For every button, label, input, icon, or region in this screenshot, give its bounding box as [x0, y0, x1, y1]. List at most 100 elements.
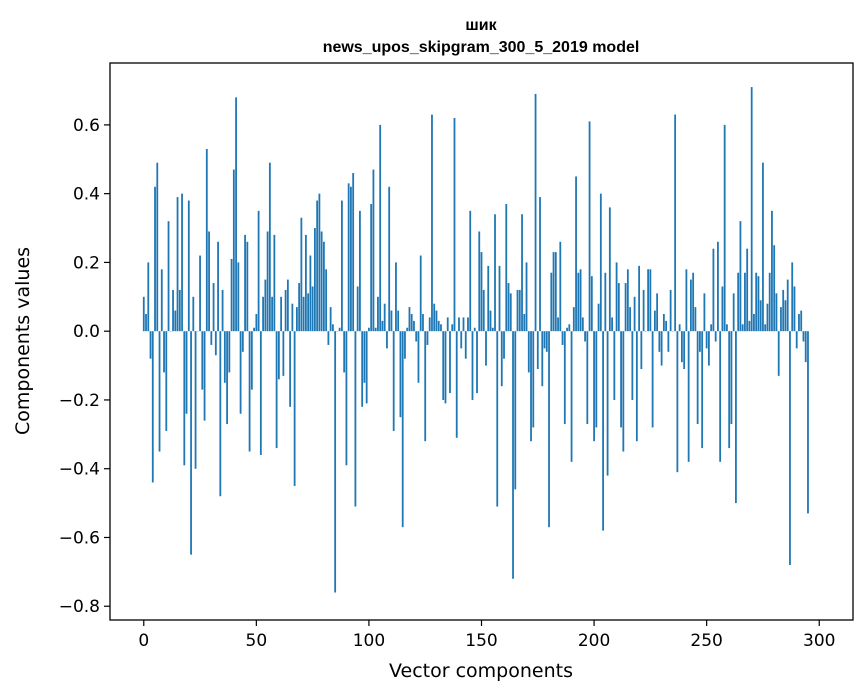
bar-284 — [782, 289, 785, 332]
bar-216 — [629, 307, 631, 332]
bar-211 — [617, 283, 620, 332]
bar-4 — [151, 331, 154, 483]
bar-169 — [523, 313, 526, 332]
bar-252 — [710, 324, 713, 332]
bar-146 — [471, 331, 474, 400]
bar-39 — [230, 258, 233, 332]
bar-189 — [568, 324, 571, 332]
bar-21 — [190, 331, 192, 555]
bar-20 — [187, 200, 190, 332]
y-tick-label: 0.0 — [73, 322, 100, 342]
bar-242 — [687, 331, 690, 462]
bar-15 — [176, 197, 179, 332]
y-axis: −0.8 −0.6 −0.4 −0.2 0.0 0.2 0.4 0.6 — [59, 116, 110, 617]
bar-28 — [205, 148, 208, 332]
bar-221 — [640, 331, 643, 370]
bar-85 — [334, 331, 337, 593]
bar-108 — [386, 331, 388, 349]
bar-150 — [480, 252, 483, 332]
bar-95 — [356, 286, 359, 332]
bar-156 — [494, 214, 496, 332]
bar-170 — [525, 262, 528, 332]
bar-57 — [271, 296, 274, 332]
bar-45 — [244, 234, 246, 332]
bar-8 — [160, 269, 163, 332]
bar-116 — [404, 331, 406, 359]
y-tick-label: 0.4 — [73, 185, 100, 205]
x-tick-label: 200 — [578, 631, 610, 651]
x-tick-label: 150 — [465, 631, 497, 651]
bar-220 — [638, 265, 641, 332]
bar-217 — [631, 331, 634, 400]
bar-293 — [802, 331, 805, 342]
bar-18 — [183, 331, 186, 466]
bar-164 — [512, 331, 514, 579]
bar-27 — [203, 331, 206, 421]
bar-100 — [368, 327, 370, 332]
bar-69 — [298, 283, 301, 332]
bar-54 — [264, 279, 267, 332]
bar-142 — [462, 317, 465, 332]
bar-151 — [482, 289, 485, 332]
bar-32 — [214, 331, 217, 356]
bar-236 — [674, 114, 677, 332]
bar-60 — [277, 331, 280, 380]
bar-210 — [615, 262, 618, 332]
bar-126 — [426, 331, 429, 345]
bar-102 — [372, 169, 375, 332]
bar-259 — [726, 324, 728, 332]
bar-36 — [223, 331, 226, 383]
bar-193 — [577, 272, 580, 332]
chart-title: шик — [465, 17, 497, 34]
bar-175 — [536, 331, 539, 370]
bar-171 — [527, 331, 530, 373]
bar-267 — [744, 272, 746, 332]
x-axis: 0 50 100 150 200 250 300 — [138, 620, 835, 651]
bar-19 — [185, 331, 188, 414]
bar-97 — [361, 331, 364, 407]
bar-226 — [651, 331, 654, 428]
bar-203 — [599, 193, 602, 332]
plot-frame — [109, 62, 854, 621]
bar-212 — [620, 331, 622, 428]
bar-140 — [458, 317, 460, 332]
bar-239 — [680, 331, 683, 363]
bar-207 — [608, 207, 611, 332]
bar-294 — [804, 331, 807, 363]
bar-291 — [798, 313, 800, 332]
bar-64 — [286, 279, 289, 332]
bar-91 — [347, 183, 350, 332]
bar-192 — [575, 176, 577, 332]
bar-13 — [172, 289, 174, 332]
bar-52 — [259, 331, 262, 455]
bar-82 — [327, 331, 330, 345]
bar-17 — [181, 193, 183, 332]
bar-68 — [295, 307, 298, 332]
bar-63 — [284, 289, 287, 332]
bar-132 — [440, 324, 442, 332]
bar-31 — [212, 283, 215, 332]
bar-280 — [773, 245, 776, 332]
bar-110 — [390, 310, 393, 332]
bar-122 — [417, 331, 420, 383]
bar-29 — [208, 231, 210, 332]
bar-213 — [622, 331, 625, 452]
bar-269 — [748, 320, 751, 332]
bar-119 — [410, 313, 413, 332]
bar-53 — [262, 296, 264, 332]
bar-145 — [469, 210, 472, 332]
bar-62 — [282, 331, 285, 376]
bar-157 — [496, 331, 499, 507]
bar-163 — [509, 293, 512, 332]
x-tick-label: 250 — [690, 631, 722, 651]
bar-262 — [732, 293, 735, 332]
bar-44 — [241, 331, 244, 352]
bar-257 — [721, 286, 724, 332]
bar-196 — [584, 331, 586, 342]
bar-131 — [437, 320, 440, 332]
bar-205 — [604, 272, 607, 332]
bar-121 — [415, 331, 418, 342]
bar-241 — [685, 269, 688, 332]
bar-256 — [719, 331, 722, 462]
bar-266 — [741, 324, 744, 332]
